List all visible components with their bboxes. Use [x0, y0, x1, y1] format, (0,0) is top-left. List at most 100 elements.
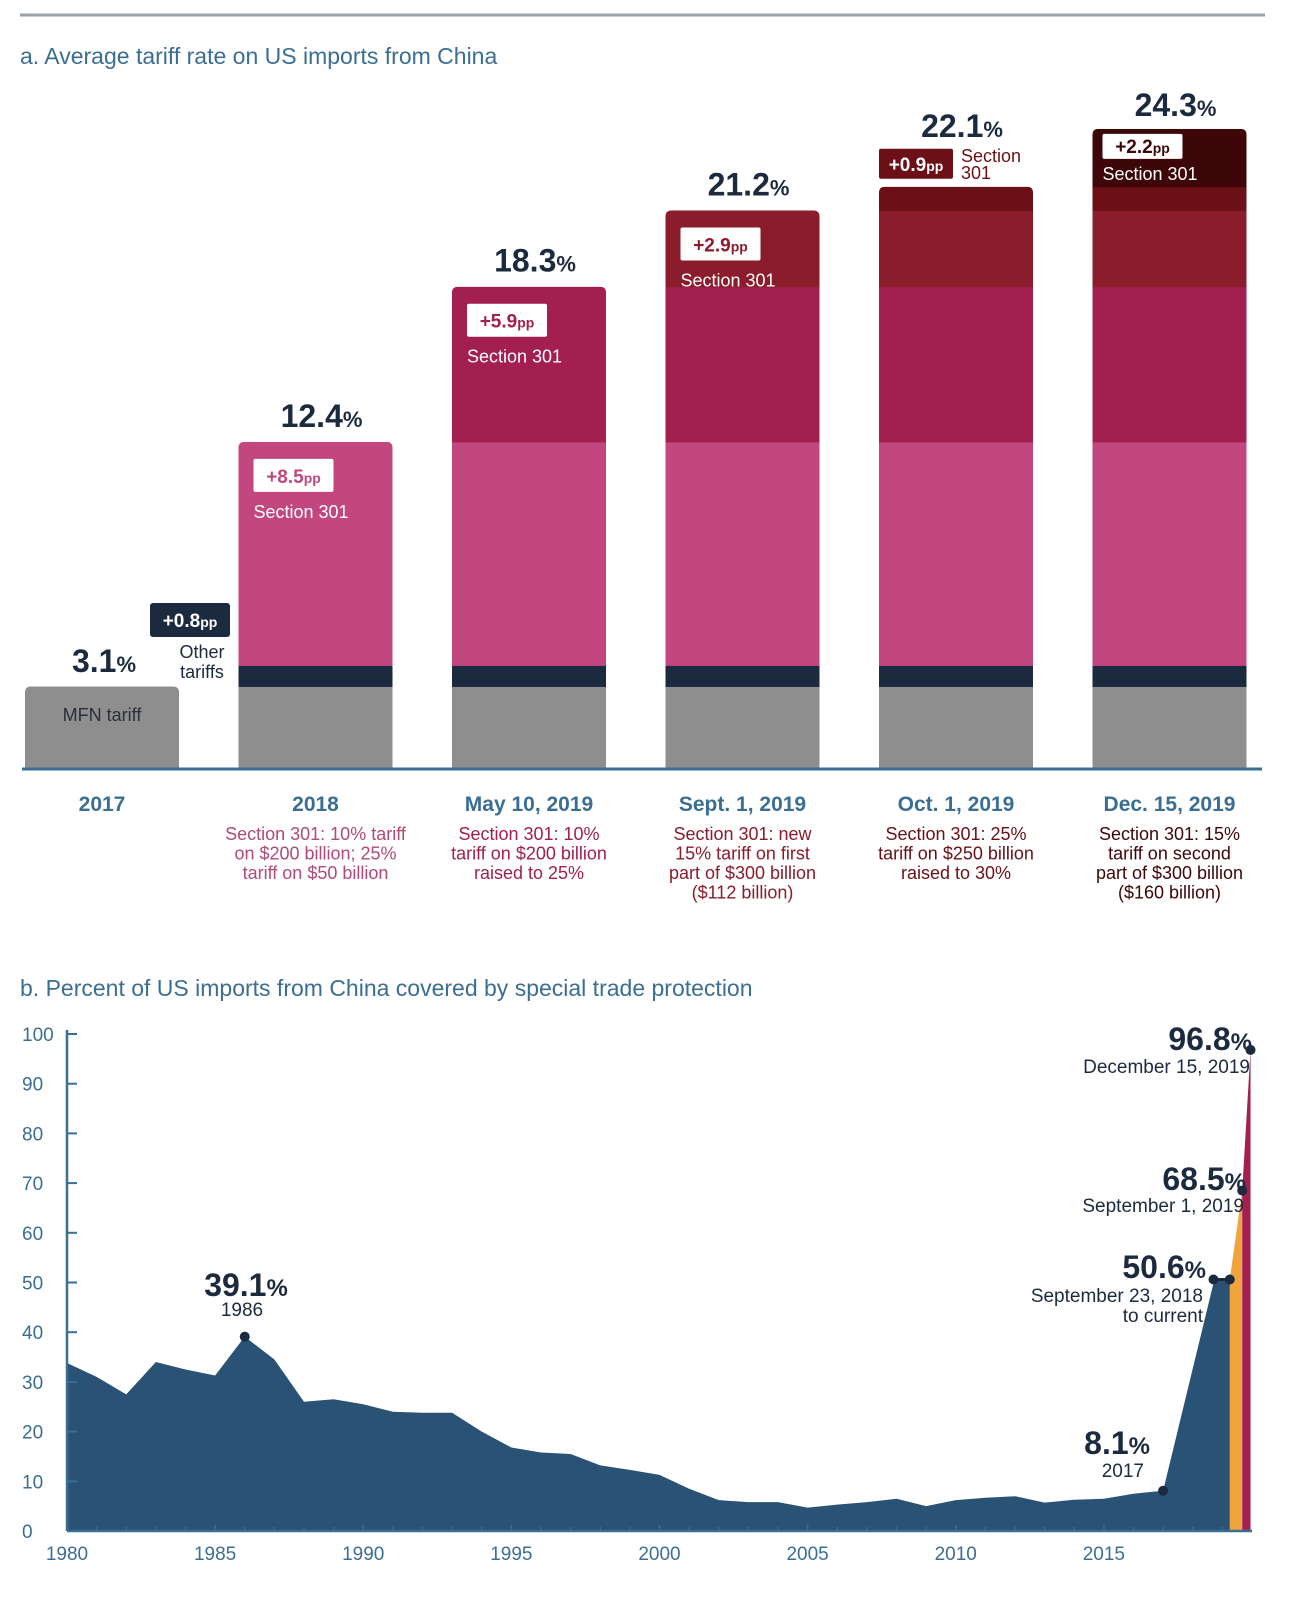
total-label: 3.1% [72, 643, 136, 679]
annotation-1986-value: 39.1 [204, 1267, 266, 1303]
bar-segment [879, 286, 1033, 443]
annotation-1986-date: 1986 [221, 1300, 263, 1321]
total-label-pct: % [1197, 96, 1217, 121]
annotation-dec-2019-date: December 15, 2019 [1083, 1057, 1250, 1078]
total-label-value: 21.2 [708, 166, 770, 202]
note-line: part of $300 billion [669, 863, 816, 883]
note-line: ($112 billion) [692, 883, 794, 903]
x-tick-label: 1980 [46, 1544, 88, 1565]
increment-label: +2.2pp [1115, 137, 1170, 158]
increment-label: +2.9pp [693, 235, 748, 256]
note-line: tariff on second [1108, 844, 1231, 864]
increment-unit: pp [926, 158, 943, 174]
y-tick-label: 50 [22, 1274, 43, 1295]
increment-box [680, 227, 761, 261]
note-line: Section 301: 15% [1099, 824, 1240, 844]
note-line: on $200 billion; 25% [234, 844, 396, 864]
annotation-2017-date: 2017 [1102, 1461, 1144, 1482]
annotation-2018-pct: % [1185, 1257, 1206, 1284]
bar-segment [452, 441, 606, 666]
bar-segment [665, 286, 820, 443]
annotation-2018: 50.6% [1122, 1249, 1206, 1285]
bar-segment [665, 441, 820, 666]
increment-desc: Section [961, 146, 1021, 166]
annotation-sept-2019-date: September 1, 2019 [1082, 1196, 1244, 1217]
total-label-value: 24.3 [1135, 87, 1197, 123]
increment-value: +8.5 [266, 467, 304, 488]
panel-b-title: b. Percent of US imports from China cove… [20, 975, 753, 1001]
increment-box [150, 603, 230, 637]
bar-segment [665, 665, 820, 687]
bar-segment [452, 665, 606, 687]
y-tick-label: 100 [22, 1025, 54, 1046]
total-label-value: 3.1 [72, 643, 116, 679]
note-line: raised to 30% [901, 863, 1011, 883]
bar-segment [238, 686, 393, 768]
total-label-pct: % [343, 407, 363, 432]
increment-label: +0.9pp [889, 155, 944, 176]
bar-segments [1092, 128, 1247, 768]
bar-segment [879, 210, 1033, 288]
note-line: Section 301: 10% [458, 824, 599, 844]
increment-desc: Other [179, 642, 224, 662]
increment-unit: pp [200, 614, 217, 630]
marker-2017 [1158, 1485, 1169, 1496]
marker-1986 [239, 1331, 250, 1342]
note-line: tariff on $250 billion [878, 844, 1034, 864]
note-line: tariff on $50 billion [243, 863, 389, 883]
marker-dec-2019 [1245, 1044, 1256, 1055]
total-label-pct: % [556, 252, 576, 277]
y-tick-label: 40 [22, 1323, 43, 1344]
bar-segments [25, 686, 179, 768]
category-label: 2018 [292, 793, 339, 816]
increment-value: +0.9 [889, 155, 927, 176]
bar-segment [879, 186, 1033, 211]
annotation-dec-2019-value: 96.8 [1168, 1021, 1230, 1057]
increment-box [879, 148, 953, 179]
bar-segment [1092, 665, 1247, 687]
total-label: 12.4% [281, 398, 363, 434]
increment-value: +5.9 [480, 312, 518, 333]
area-stage-sept-2019 [1229, 1190, 1243, 1531]
total-label-value: 18.3 [494, 243, 556, 279]
annotation-1986-pct: % [266, 1275, 287, 1302]
x-tick-label: 2000 [638, 1544, 680, 1565]
bar-segments [879, 186, 1033, 768]
note-line: 15% tariff on first [675, 844, 810, 864]
bar-segment [25, 686, 179, 768]
increment-unit: pp [304, 470, 321, 486]
total-label-value: 12.4 [281, 398, 343, 434]
increment-label: +0.8pp [163, 611, 218, 632]
increment-desc: Section 301 [254, 502, 349, 522]
bar-segment [1092, 441, 1247, 666]
annotation-dec-2019-pct: % [1231, 1029, 1252, 1056]
y-tick-label: 80 [22, 1124, 43, 1145]
annotation-sept-2019-value: 68.5 [1162, 1161, 1224, 1197]
total-label: 22.1% [921, 108, 1003, 144]
x-tick-label: 2015 [1083, 1544, 1125, 1565]
panel-a-title: a. Average tariff rate on US imports fro… [20, 43, 497, 69]
increment-value: +2.9 [693, 235, 731, 256]
annotation-2018-date: September 23, 2018 [1031, 1286, 1203, 1307]
bar-segment [879, 665, 1033, 687]
y-tick-label: 10 [22, 1472, 43, 1493]
increment-value: +0.8 [163, 611, 201, 632]
note-line: Section 301: 10% tariff [225, 824, 407, 844]
area-series [67, 1279, 1230, 1531]
mfn-label: MFN tariff [63, 705, 143, 725]
y-tick-label: 70 [22, 1174, 43, 1195]
bar-segment [879, 441, 1033, 666]
increment-desc: Section 301 [467, 347, 562, 367]
annotation-2017-value: 8.1 [1084, 1425, 1128, 1461]
annotation-2017-pct: % [1129, 1433, 1150, 1460]
increment-desc: 301 [961, 163, 991, 183]
bar-segment [1092, 286, 1247, 443]
bar-segment [1092, 686, 1247, 768]
bar-segment [1092, 186, 1247, 211]
bar-segment [452, 686, 606, 768]
bar-segment [238, 665, 393, 687]
area-stage-dec-2019 [1242, 1049, 1251, 1531]
y-tick-label: 90 [22, 1075, 43, 1096]
